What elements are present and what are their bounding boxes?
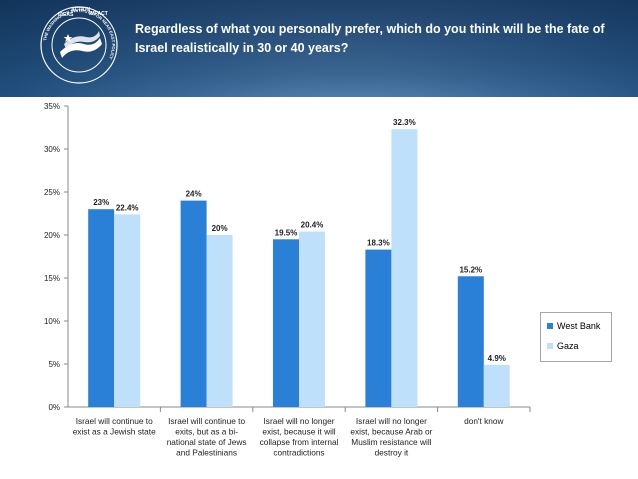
x-category-label: national state of Jews bbox=[167, 437, 247, 447]
institute-seal-icon: THE WASHINGTON INSTITUTE FOR NEAR EAST P… bbox=[40, 6, 118, 84]
x-category-label: contradictions bbox=[273, 448, 324, 458]
bar-gaza bbox=[299, 231, 325, 407]
y-tick-label: 25% bbox=[44, 188, 60, 197]
data-label: 20% bbox=[212, 224, 228, 233]
legend-swatch-west-bank bbox=[547, 323, 553, 329]
bar-gaza bbox=[114, 214, 141, 407]
bar-west-bank bbox=[273, 239, 299, 407]
y-tick-label: 0% bbox=[48, 403, 60, 412]
data-label: 20.4% bbox=[301, 221, 324, 230]
data-label: 24% bbox=[186, 190, 202, 199]
data-label: 18.3% bbox=[367, 239, 390, 248]
x-category-label: exist as a Jewish state bbox=[73, 427, 156, 437]
y-tick-label: 15% bbox=[44, 274, 60, 283]
x-category-label: exist, because Arab or bbox=[350, 427, 432, 437]
chart-legend: West Bank Gaza bbox=[540, 312, 612, 362]
bar-west-bank bbox=[457, 276, 484, 407]
bar-west-bank bbox=[365, 249, 392, 407]
data-label: 15.2% bbox=[459, 265, 482, 274]
x-category-label: destroy it bbox=[375, 448, 409, 458]
logo-text-right: IMPACT bbox=[89, 11, 108, 17]
x-category-label: Israel will continue to bbox=[168, 416, 245, 426]
data-label: 19.5% bbox=[275, 228, 298, 237]
x-category-label: and Palestinians bbox=[176, 448, 237, 458]
x-category-label: exist, because it will bbox=[262, 427, 335, 437]
bar-west-bank bbox=[180, 200, 207, 407]
legend-item-west-bank: West Bank bbox=[547, 320, 600, 332]
data-label: 22.4% bbox=[116, 203, 139, 212]
y-tick-label: 30% bbox=[44, 145, 60, 154]
data-label: 23% bbox=[93, 198, 109, 207]
x-category-label: Muslim resistance will bbox=[351, 437, 431, 447]
bar-gaza bbox=[206, 235, 233, 407]
bar-gaza bbox=[391, 129, 418, 407]
y-tick-label: 20% bbox=[44, 231, 60, 240]
data-label: 32.3% bbox=[393, 118, 416, 127]
y-tick-label: 10% bbox=[44, 317, 60, 326]
chart-panel: 0% 5% 10% 15% 20% 25% 30% 35% 23% 22.4% Israel wil… bbox=[0, 97, 638, 479]
logo-text-top: ACTION bbox=[71, 7, 91, 13]
y-tick-label: 35% bbox=[44, 102, 60, 111]
legend-label-west-bank: West Bank bbox=[557, 321, 601, 331]
bar-gaza bbox=[483, 364, 510, 407]
x-category-label: don't know bbox=[464, 416, 504, 426]
bar-west-bank bbox=[88, 209, 115, 407]
legend-label-gaza: Gaza bbox=[557, 341, 579, 351]
x-category-label: Israel will no longer bbox=[263, 416, 334, 426]
y-tick-label: 5% bbox=[48, 360, 60, 369]
legend-swatch-gaza bbox=[547, 343, 553, 349]
slide-title: Regardless of what you personally prefer… bbox=[135, 22, 605, 55]
x-category-label: exits, but as a bi- bbox=[175, 427, 238, 437]
legend-item-gaza: Gaza bbox=[547, 340, 579, 352]
bar-chart: 0% 5% 10% 15% 20% 25% 30% 35% 23% 22.4% Israel wil… bbox=[44, 102, 531, 458]
data-label: 4.9% bbox=[488, 354, 506, 363]
x-category-label: Israel will no longer bbox=[356, 416, 427, 426]
x-category-label: collapse from internal bbox=[260, 437, 339, 447]
x-category-label: Israel will continue to bbox=[76, 416, 153, 426]
logo-text-left: IDEAS bbox=[58, 12, 74, 18]
